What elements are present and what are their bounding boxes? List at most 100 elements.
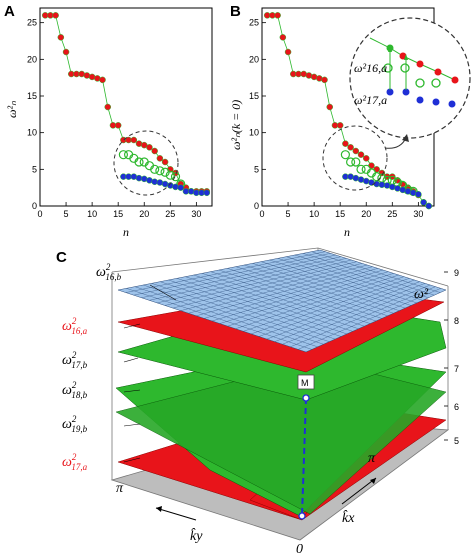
- data-point: [372, 172, 382, 182]
- data-point: [352, 147, 360, 155]
- panel-c-zero: 0: [296, 542, 303, 557]
- data-point: [161, 158, 169, 166]
- ky-arrow: [155, 506, 197, 521]
- panel-b-plot: 0 5 10 15 20 25 30 0 5 10 15 20 25: [249, 12, 433, 219]
- data-point: [415, 191, 422, 198]
- surface-label: ω2 19,b: [62, 414, 88, 434]
- x-tick-label: 15: [113, 209, 123, 219]
- data-point: [356, 164, 366, 174]
- panel-a-frame: [39, 7, 213, 207]
- z-tick-label: 8: [454, 316, 459, 326]
- y-tick-label: 20: [249, 54, 259, 64]
- data-point: [150, 164, 160, 174]
- z-tick-label: 9: [454, 268, 459, 278]
- data-point: [114, 122, 122, 129]
- y-tick-label: 25: [249, 18, 259, 28]
- x-tick-label: 10: [87, 209, 97, 219]
- data-point: [321, 76, 328, 84]
- panel-a-ylabel: ω²ₙ: [5, 101, 19, 118]
- data-point: [118, 150, 128, 160]
- mesh-line: [274, 283, 426, 342]
- data-point: [177, 184, 184, 191]
- x-tick-label: 0: [259, 209, 264, 219]
- data-point: [326, 103, 334, 111]
- series-line: [45, 14, 207, 192]
- data-point: [104, 103, 112, 111]
- data-point: [62, 48, 70, 56]
- kx-arrow: [341, 477, 377, 505]
- y-tick-label: 5: [32, 164, 37, 174]
- x-tick-label: 25: [387, 209, 397, 219]
- y-tick-label: 5: [254, 164, 259, 174]
- y-tick-label: 0: [32, 201, 37, 211]
- y-tick-label: 15: [249, 91, 259, 101]
- x-tick-label: 10: [309, 209, 319, 219]
- data-point: [155, 166, 165, 176]
- surface-label: ω2 17,b: [62, 350, 88, 370]
- surface-leader-lines: [123, 284, 177, 463]
- panel-b-dashed-circle: [322, 125, 388, 191]
- inset-label-16a: ω²16,a: [354, 61, 387, 75]
- m-point-line: [297, 374, 315, 520]
- panel-a-dashed-circle: [113, 130, 179, 196]
- x-tick-label: 25: [165, 209, 175, 219]
- y-tick-label: 15: [27, 91, 37, 101]
- data-point: [160, 167, 170, 177]
- x-tick-label: 20: [361, 209, 371, 219]
- mesh-line: [303, 253, 435, 296]
- mesh-line: [294, 254, 429, 298]
- panel-c-pi-left: π: [116, 481, 124, 496]
- panel-a-label: A: [4, 3, 15, 20]
- data-point: [425, 202, 433, 210]
- x-tick-label: 30: [413, 209, 423, 219]
- data-point: [274, 12, 281, 19]
- data-point: [336, 122, 344, 129]
- mesh-line: [311, 251, 441, 293]
- surface-label: ω2 17,a: [62, 452, 88, 472]
- panel-b-label: B: [230, 3, 241, 20]
- surface-label: ω2 16,b: [96, 262, 122, 282]
- x-tick-label: 5: [64, 209, 69, 219]
- panel-c-kx-label: k̂x: [342, 509, 355, 526]
- mesh-line: [298, 288, 441, 350]
- z-tick-label: 6: [454, 402, 459, 412]
- panel-c-label: C: [56, 249, 67, 266]
- surface-labels: ω2 16,b ω2 16,a ω2 17,b ω2 18,b ω2 19,b ω2 17,a: [62, 262, 122, 472]
- data-point: [134, 157, 144, 167]
- data-point: [346, 157, 356, 167]
- panel-a-plot: 0 5 10 15 20 25 30 0 5 10 15 20 25: [27, 12, 211, 219]
- panel-c-ky-label: k̂y: [190, 527, 203, 544]
- panel-b-ylabel: ω²ₙ(k = 0): [229, 100, 243, 150]
- data-point: [52, 12, 59, 19]
- z-tick-label: 5: [454, 436, 459, 446]
- data-point: [347, 144, 354, 151]
- z-tick-label: 7: [454, 364, 459, 374]
- y-tick-label: 10: [27, 128, 37, 138]
- data-point: [340, 150, 350, 160]
- data-point: [57, 34, 65, 41]
- data-point: [130, 136, 138, 144]
- data-point: [362, 155, 370, 162]
- data-point: [420, 199, 427, 206]
- x-tick-label: 30: [191, 209, 201, 219]
- x-tick-label: 15: [335, 209, 345, 219]
- data-point: [351, 157, 361, 167]
- surface-label: ω2 18,b: [62, 380, 88, 400]
- data-point: [151, 147, 158, 155]
- data-point: [342, 140, 349, 147]
- surface-green-lower: [115, 349, 447, 517]
- data-point: [284, 48, 292, 56]
- panel-c-z-label: ω²: [414, 287, 429, 302]
- data-point: [279, 34, 287, 41]
- data-point: [156, 155, 164, 162]
- y-tick-label: 0: [254, 201, 259, 211]
- x-tick-label: 0: [37, 209, 42, 219]
- panel-a-xlabel: n: [123, 225, 129, 239]
- x-tick-label: 5: [286, 209, 291, 219]
- surface-label: ω2 16,a: [62, 316, 88, 336]
- mesh-line: [290, 286, 436, 347]
- panel-b-xlabel: n: [344, 225, 350, 239]
- data-point: [203, 189, 211, 197]
- inset-label-17a: ω²17,a: [354, 93, 387, 107]
